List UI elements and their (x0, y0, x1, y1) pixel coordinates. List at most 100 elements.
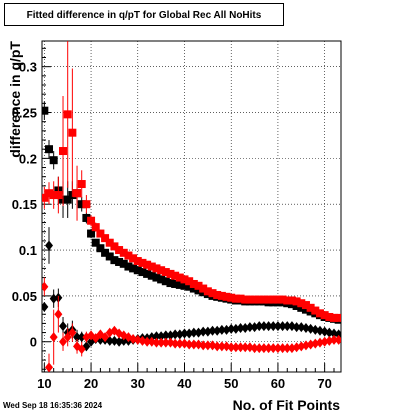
data-point-1-25 (157, 266, 166, 275)
data-point-1-18 (124, 251, 133, 260)
data-point-3-3 (54, 309, 63, 320)
data-point-0-9 (82, 213, 91, 222)
data-point-1-36 (208, 289, 217, 298)
data-point-0-26 (161, 277, 170, 286)
data-point-3-32 (189, 339, 198, 350)
data-point-1-4 (59, 147, 68, 156)
data-point-3-4 (59, 336, 68, 347)
x-tick-label-5: 60 (271, 376, 285, 391)
data-point-2-0 (42, 301, 49, 312)
data-point-0-2 (49, 156, 58, 165)
data-point-1-23 (147, 262, 156, 271)
data-point-0-18 (124, 262, 133, 271)
data-point-1-35 (203, 287, 212, 296)
data-point-3-1 (45, 362, 54, 372)
data-point-1-16 (115, 246, 124, 255)
data-point-0-16 (115, 257, 124, 266)
series-3 (42, 277, 341, 372)
data-point-0-27 (166, 279, 175, 288)
x-tick-label-1: 20 (84, 376, 98, 391)
data-point-0-54 (292, 301, 301, 310)
data-point-0-5 (63, 195, 72, 204)
data-point-1-40 (227, 293, 236, 302)
data-point-1-26 (161, 268, 170, 277)
data-point-3-47 (259, 343, 268, 354)
data-point-1-51 (278, 295, 287, 304)
footer-timestamp: Wed Sep 18 16:35:36 2024 (3, 401, 103, 410)
data-point-3-40 (227, 342, 236, 353)
data-point-1-62 (329, 313, 338, 322)
chart-title: Fitted difference in q/pT for Global Rec… (4, 3, 284, 26)
data-point-2-36 (208, 325, 217, 336)
data-point-1-58 (311, 306, 320, 315)
data-point-3-43 (241, 342, 250, 353)
data-point-1-50 (273, 295, 282, 304)
data-point-0-29 (175, 280, 184, 289)
data-point-3-8 (77, 344, 86, 355)
data-point-0-25 (157, 275, 166, 284)
data-point-1-29 (175, 273, 184, 282)
data-point-1-7 (73, 189, 82, 198)
data-point-2-49 (269, 321, 278, 332)
data-point-1-34 (199, 284, 208, 293)
data-point-2-7 (73, 332, 82, 343)
data-point-2-24 (152, 331, 161, 342)
data-point-1-12 (96, 229, 105, 238)
series-0 (42, 101, 341, 324)
data-point-3-28 (171, 338, 180, 349)
data-point-3-50 (273, 343, 282, 354)
data-point-1-32 (189, 279, 198, 288)
x-tick-label-2: 30 (131, 376, 145, 391)
data-point-3-24 (152, 337, 161, 348)
data-point-1-54 (292, 297, 301, 306)
data-point-2-32 (189, 327, 198, 338)
data-point-2-1 (45, 240, 54, 251)
data-point-3-62 (329, 334, 338, 345)
data-point-1-10 (87, 216, 96, 225)
data-point-0-24 (152, 273, 161, 282)
data-point-3-34 (199, 340, 208, 351)
data-point-2-38 (217, 324, 226, 335)
data-point-3-31 (185, 339, 194, 350)
y-tick-label-3: 0.15 (12, 197, 37, 212)
y-tick-label-6: 0.3 (19, 60, 37, 75)
data-point-3-42 (236, 342, 245, 353)
data-point-1-19 (129, 254, 138, 263)
data-point-1-63 (334, 313, 341, 322)
data-point-1-20 (133, 257, 142, 266)
data-point-1-2 (49, 191, 58, 200)
data-point-2-26 (161, 330, 170, 341)
data-point-1-43 (241, 295, 250, 304)
data-point-3-22 (143, 336, 152, 347)
data-point-3-45 (250, 343, 259, 354)
y-tick-label-0: 0 (30, 335, 37, 350)
data-point-2-47 (259, 321, 268, 332)
y-tick-label-4: 0.2 (19, 151, 37, 166)
data-point-1-52 (283, 296, 292, 305)
data-point-1-56 (301, 301, 310, 310)
data-point-1-57 (306, 303, 315, 312)
data-point-2-28 (171, 329, 180, 340)
data-point-1-22 (143, 260, 152, 269)
data-point-1-44 (245, 295, 254, 304)
plot-frame (41, 40, 342, 373)
data-point-1-28 (171, 271, 180, 280)
y-tick-label-2: 0.1 (19, 243, 37, 258)
data-point-2-30 (180, 328, 189, 339)
data-point-1-27 (166, 269, 175, 278)
data-point-3-37 (213, 341, 222, 352)
data-point-1-48 (264, 295, 273, 304)
data-point-2-54 (292, 322, 301, 333)
data-point-1-15 (110, 242, 119, 251)
data-point-1-55 (297, 299, 306, 308)
data-point-3-41 (231, 342, 240, 353)
data-point-0-32 (189, 284, 198, 293)
data-point-2-8 (77, 332, 86, 343)
data-point-2-46 (255, 321, 264, 332)
data-point-3-38 (217, 341, 226, 352)
data-point-1-49 (269, 295, 278, 304)
data-point-1-47 (259, 295, 268, 304)
data-point-3-5 (63, 332, 72, 343)
